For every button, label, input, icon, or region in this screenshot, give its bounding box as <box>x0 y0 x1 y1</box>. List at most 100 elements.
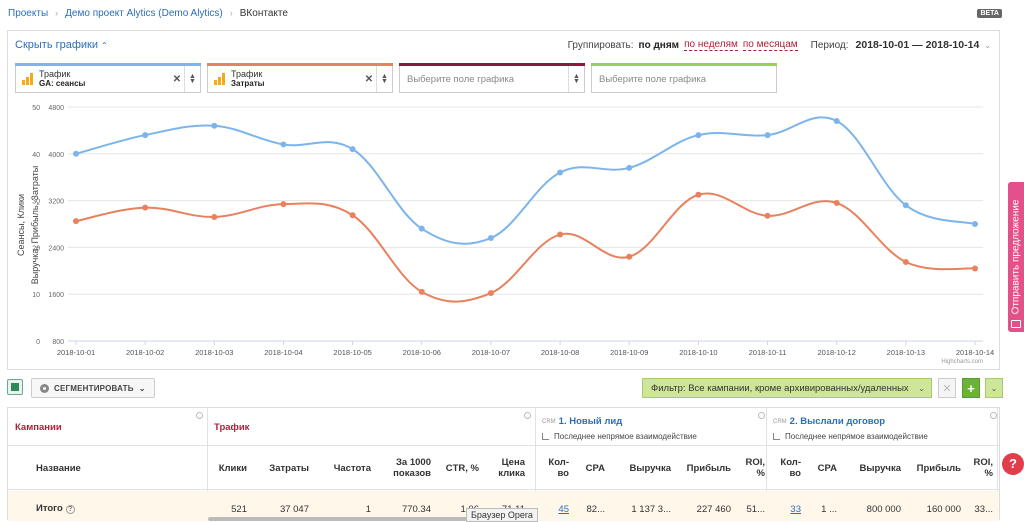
left-tick-label: 10 <box>32 292 40 299</box>
hide-charts-link[interactable]: Скрыть графики ⌃ <box>15 39 108 51</box>
gear-icon[interactable] <box>990 412 997 419</box>
x-tick-label: 2018-10-05 <box>333 348 371 357</box>
col-goal2-roi[interactable]: ROI,% <box>973 457 993 479</box>
segment-button[interactable]: СЕГМЕНТИРОВАТЬ ⌄ <box>31 378 155 398</box>
col-goal1-roi-l1: ROI, <box>745 457 765 468</box>
series-1-point <box>764 132 771 139</box>
col-costs[interactable]: Затраты <box>269 463 309 474</box>
bar-chart-icon <box>22 73 34 85</box>
sort-arrows-icon[interactable]: ▲ ▼ <box>568 66 584 92</box>
col-clicks[interactable]: Клики <box>218 463 247 474</box>
group-by-weeks[interactable]: по неделям <box>684 39 738 51</box>
clear-field-icon[interactable]: ✕ <box>364 73 374 85</box>
series-1-point <box>280 141 287 148</box>
goal-2-title[interactable]: CRM 2. Выслали договор <box>773 416 885 427</box>
series-1-point <box>695 132 702 139</box>
column-divider <box>207 408 208 521</box>
col-goal2-profit[interactable]: Прибыль <box>916 463 961 474</box>
chart-field-1[interactable]: Трафик GA: сеансы ✕ ▲ ▼ <box>15 63 201 93</box>
group-by-months[interactable]: по месяцам <box>742 39 798 51</box>
breadcrumb: Проекты › Демо проект Alytics (Demo Alyt… <box>0 0 1024 26</box>
filter-select[interactable]: Фильтр: Все кампании, кроме архивированн… <box>642 378 932 398</box>
x-tick-label: 2018-10-02 <box>126 348 164 357</box>
goal-1-label: 1. Новый лид <box>558 416 623 427</box>
field-color-bar <box>399 63 585 66</box>
clear-filter-button[interactable]: ✕ <box>938 378 956 398</box>
x-tick-label: 2018-10-04 <box>264 348 302 357</box>
col-goal1-profit[interactable]: Прибыль <box>686 463 731 474</box>
series-2-point <box>695 191 702 198</box>
gear-icon[interactable] <box>524 412 531 419</box>
col-cpc-l2: клика <box>498 468 525 479</box>
send-proposal-button[interactable]: Отправить предложение <box>1008 182 1024 332</box>
gear-icon[interactable] <box>196 412 203 419</box>
total-goal1-count[interactable]: 45 <box>558 504 569 515</box>
x-tick-label: 2018-10-08 <box>541 348 579 357</box>
total-goal2-cpa: 1 ... <box>821 504 837 515</box>
col-goal1-count[interactable]: Кол-во <box>548 457 569 479</box>
series-2-point <box>626 253 633 260</box>
col-ctr[interactable]: CTR, % <box>445 463 479 474</box>
x-tick-label: 2018-10-11 <box>749 348 787 357</box>
col-goal1-revenue[interactable]: Выручка <box>629 463 672 474</box>
goal-2-attribution: Последнее непрямое взаимодействие <box>773 432 928 441</box>
col-name[interactable]: Название <box>36 463 81 474</box>
series-2-point <box>142 204 149 211</box>
right-tick-label: 1600 <box>48 292 64 299</box>
chart-field-4[interactable]: Выберите поле графика <box>591 63 777 93</box>
field-sub: Затраты <box>231 79 265 88</box>
campaigns-table: Кампании Трафик CRM 1. Новый лид Последне… <box>7 407 1000 521</box>
goal-1-title[interactable]: CRM 1. Новый лид <box>542 416 622 427</box>
horizontal-scrollbar[interactable] <box>208 517 538 521</box>
left-tick-label: 40 <box>32 152 40 159</box>
gear-icon[interactable] <box>758 412 765 419</box>
col-goal1-cpa[interactable]: CPA <box>585 463 605 474</box>
beta-badge: BETA <box>977 9 1002 18</box>
col-goal2-revenue[interactable]: Выручка <box>859 463 902 474</box>
col-goal2-cpa[interactable]: CPA <box>817 463 837 474</box>
left-tick-label: 0 <box>36 339 40 346</box>
col-cpc[interactable]: Цена клика <box>498 457 525 479</box>
breadcrumb-project-link[interactable]: Демо проект Alytics (Demo Alytics) <box>65 7 223 19</box>
col-goal1-count-l1: Кол- <box>548 457 569 468</box>
series-line-2 <box>75 192 976 303</box>
sort-arrows-icon[interactable]: ▲ ▼ <box>184 66 200 92</box>
col-per-1000-l2: показов <box>393 468 431 479</box>
excel-export-icon[interactable] <box>7 379 23 395</box>
total-goal2-revenue: 800 000 <box>866 504 901 515</box>
group-traffic: Трафик <box>214 422 250 433</box>
series-1-point <box>73 150 79 157</box>
chart-credit: Highcharts.com <box>941 359 983 365</box>
series-2-point <box>73 218 79 225</box>
help-icon[interactable]: ? <box>65 505 75 514</box>
total-goal1-roi: 51... <box>746 504 766 515</box>
x-tick-label: 2018-10-14 <box>956 348 994 357</box>
chart-field-3[interactable]: Выберите поле графика ▲ ▼ <box>399 63 585 93</box>
total-goal1-cpa: 82... <box>586 504 606 515</box>
chevron-down-icon: ⌄ <box>138 383 146 393</box>
sort-arrows-icon[interactable]: ▲ ▼ <box>376 66 392 92</box>
field-placeholder: Выберите поле графика <box>599 73 707 85</box>
breadcrumb-projects-link[interactable]: Проекты <box>8 7 49 19</box>
total-per-1000: 770.34 <box>401 504 431 515</box>
add-filter-button[interactable]: + <box>962 378 980 398</box>
col-per-1000[interactable]: За 1000 показов <box>393 457 431 479</box>
group-by-days[interactable]: по дням <box>638 39 680 51</box>
filter-options-button[interactable]: ⌄ <box>985 378 1003 398</box>
col-frequency[interactable]: Частота <box>333 463 371 474</box>
total-goal2-count[interactable]: 33 <box>790 504 801 515</box>
chevron-right-icon: › <box>229 8 233 18</box>
col-goal2-count[interactable]: Кол-во <box>780 457 801 479</box>
x-tick-label: 2018-10-01 <box>57 348 95 357</box>
total-goal2-roi: 33... <box>974 504 994 515</box>
col-goal1-roi[interactable]: ROI,% <box>745 457 765 479</box>
clear-field-icon[interactable]: ✕ <box>172 73 182 85</box>
series-1-point <box>487 235 494 242</box>
total-costs: 37 047 <box>279 504 309 515</box>
period-selector[interactable]: 2018-10-01 — 2018-10-14 <box>855 39 980 51</box>
series-1-point <box>972 221 978 227</box>
field-title: Трафик <box>231 69 263 79</box>
help-button[interactable]: ? <box>1002 453 1024 475</box>
left-tick-label: 30 <box>32 199 40 206</box>
chart-field-2[interactable]: Трафик Затраты ✕ ▲ ▼ <box>207 63 393 93</box>
